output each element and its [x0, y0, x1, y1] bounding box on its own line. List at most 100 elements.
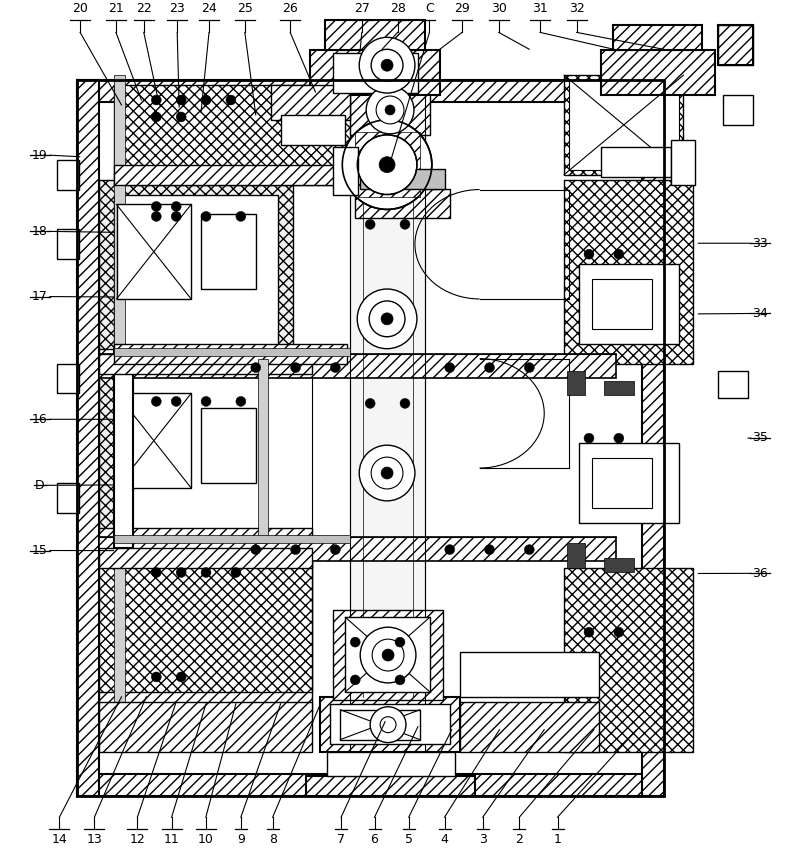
Circle shape: [350, 637, 360, 647]
Circle shape: [201, 568, 211, 578]
Circle shape: [250, 545, 261, 555]
Circle shape: [382, 649, 394, 661]
Circle shape: [395, 637, 405, 647]
Text: 31: 31: [532, 3, 548, 15]
Bar: [579, 264, 678, 344]
Text: 2: 2: [515, 833, 523, 846]
Bar: [723, 95, 753, 125]
Text: 7: 7: [337, 833, 345, 846]
Bar: [77, 774, 663, 797]
Text: D: D: [35, 479, 45, 492]
Bar: [601, 146, 670, 177]
Bar: [57, 363, 78, 393]
Bar: [460, 702, 599, 751]
Circle shape: [171, 211, 181, 221]
Text: 25: 25: [237, 3, 253, 15]
Circle shape: [584, 627, 594, 637]
Circle shape: [379, 157, 395, 173]
Circle shape: [176, 568, 186, 578]
Circle shape: [445, 363, 454, 373]
Bar: [98, 368, 293, 543]
Bar: [98, 548, 313, 568]
Circle shape: [151, 672, 162, 682]
Bar: [334, 54, 418, 93]
Circle shape: [366, 86, 414, 134]
Bar: [98, 180, 293, 363]
Circle shape: [358, 134, 417, 195]
Text: 27: 27: [354, 3, 370, 15]
Circle shape: [360, 627, 416, 683]
Text: 14: 14: [51, 833, 67, 846]
Bar: [270, 85, 350, 120]
Text: 10: 10: [198, 833, 214, 846]
Circle shape: [201, 211, 211, 221]
Bar: [613, 26, 702, 50]
Circle shape: [171, 397, 181, 407]
Bar: [98, 552, 313, 692]
Circle shape: [350, 675, 360, 685]
Bar: [77, 80, 98, 797]
Bar: [334, 146, 358, 195]
Bar: [57, 229, 78, 260]
Text: 12: 12: [130, 833, 146, 846]
Bar: [57, 483, 78, 513]
Bar: [355, 132, 420, 197]
Bar: [460, 652, 599, 697]
Bar: [569, 80, 678, 169]
Text: 18: 18: [32, 225, 48, 238]
Bar: [718, 26, 753, 66]
Circle shape: [380, 717, 396, 733]
Text: 20: 20: [72, 3, 88, 15]
Circle shape: [151, 568, 162, 578]
Circle shape: [400, 398, 410, 408]
Bar: [604, 557, 634, 573]
Bar: [117, 204, 191, 299]
Bar: [567, 370, 585, 396]
Bar: [310, 50, 440, 95]
Circle shape: [524, 363, 534, 373]
Circle shape: [290, 363, 301, 373]
Circle shape: [485, 545, 494, 555]
Bar: [564, 568, 694, 751]
Bar: [114, 165, 352, 185]
Circle shape: [330, 545, 340, 555]
Bar: [98, 354, 313, 374]
Circle shape: [151, 397, 162, 407]
Circle shape: [290, 545, 301, 555]
Bar: [98, 548, 313, 711]
Text: 1: 1: [554, 833, 562, 846]
Bar: [360, 168, 445, 189]
Text: 19: 19: [32, 149, 48, 162]
Text: 6: 6: [370, 833, 378, 846]
Bar: [114, 85, 352, 185]
Text: 17: 17: [32, 290, 48, 303]
Circle shape: [584, 433, 594, 443]
Circle shape: [176, 95, 186, 105]
Bar: [334, 610, 442, 700]
Circle shape: [330, 363, 340, 373]
Circle shape: [236, 211, 246, 221]
Bar: [77, 80, 663, 102]
Text: 36: 36: [752, 567, 768, 580]
Bar: [567, 543, 585, 568]
Circle shape: [381, 313, 393, 325]
Bar: [306, 776, 474, 797]
Text: 13: 13: [86, 833, 102, 846]
Bar: [642, 80, 663, 797]
Bar: [340, 710, 420, 740]
Circle shape: [385, 105, 395, 115]
Circle shape: [614, 627, 624, 637]
Circle shape: [614, 433, 624, 443]
Bar: [592, 458, 652, 508]
Bar: [57, 160, 78, 190]
Bar: [564, 75, 683, 174]
Text: 4: 4: [441, 833, 449, 846]
Circle shape: [372, 639, 404, 671]
Text: C: C: [425, 3, 434, 15]
Text: 24: 24: [201, 3, 217, 15]
Circle shape: [400, 220, 410, 229]
Circle shape: [151, 211, 162, 221]
Bar: [718, 26, 753, 66]
Bar: [114, 75, 126, 711]
Circle shape: [359, 37, 415, 93]
